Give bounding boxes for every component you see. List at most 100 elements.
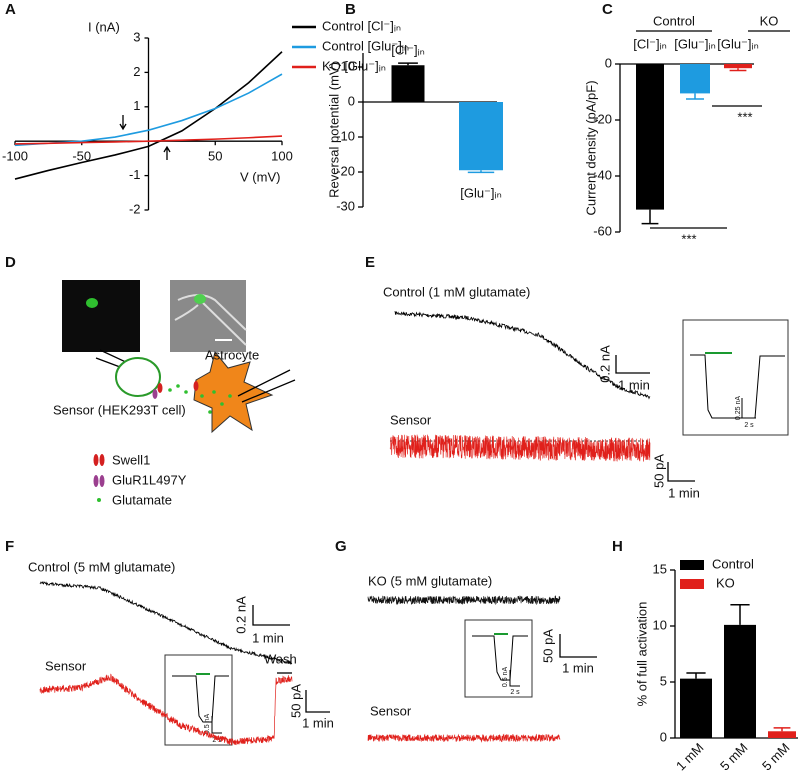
y-tick-label: -20 — [593, 111, 612, 126]
scale-label: 2 s — [510, 689, 520, 696]
x-tick-label: [Glu⁻]ᵢₙ — [460, 186, 502, 201]
x-tick-label: 5 mM — [717, 740, 751, 774]
label: Sensor — [45, 658, 87, 673]
scale-bar — [509, 670, 520, 687]
significance: *** — [681, 231, 696, 246]
y-tick-label: 15 — [653, 561, 667, 576]
swell1-icon — [193, 381, 199, 391]
trace-title: KO (5 mM glutamate) — [368, 573, 492, 588]
x-tick-label: [Cl⁻]ᵢₙ — [633, 36, 667, 51]
x-tick-label: 100 — [271, 149, 293, 164]
glur1-icon — [152, 389, 158, 399]
bar — [768, 731, 796, 738]
legend-swatch — [680, 560, 704, 570]
bar — [724, 64, 752, 69]
swell1-icon — [157, 383, 163, 393]
scale-bar — [741, 398, 756, 419]
legend-label: GluR1L497Y — [112, 472, 187, 487]
significance: *** — [737, 109, 752, 124]
glur1-icon — [99, 475, 105, 487]
recording-trace — [39, 673, 293, 746]
scale-label: 1 min — [302, 715, 334, 730]
label: Astrocyte — [205, 347, 259, 362]
panel-label: C — [602, 1, 613, 18]
bar — [680, 64, 710, 94]
pipette — [241, 379, 296, 403]
label: Sensor — [370, 703, 412, 718]
scale-label: 1 min — [618, 377, 650, 392]
panel-label: F — [5, 538, 14, 555]
swell1-icon — [93, 454, 99, 466]
scale-label: 1 min — [252, 630, 284, 645]
y-tick-label: 2 — [133, 64, 140, 79]
y-axis-label: I (nA) — [88, 19, 120, 34]
legend-label: Control [Glu⁻]ᵢₙ — [322, 38, 409, 53]
sensor-cell — [115, 357, 161, 397]
astrocyte — [193, 350, 274, 434]
cell-spot — [86, 298, 98, 308]
scale-bar — [615, 355, 650, 374]
panel-label: E — [365, 254, 375, 271]
y-tick-label: 0 — [348, 93, 355, 108]
y-tick-label: -60 — [593, 223, 612, 238]
scale-label: 50 pA — [288, 684, 303, 718]
scale-label: 0.2 nA — [597, 345, 612, 383]
glutamate-dots — [168, 384, 232, 414]
iv-curve — [14, 135, 283, 145]
bar — [391, 65, 425, 102]
y-tick-label: 0 — [660, 729, 667, 744]
x-tick-label: 50 — [208, 149, 222, 164]
y-axis-label: % of full activation — [634, 602, 649, 707]
x-tick-label: [Glu⁻]ᵢₙ — [717, 36, 759, 51]
x-tick-label: -50 — [72, 149, 91, 164]
inset — [682, 319, 789, 436]
trace-title: Control (5 mM glutamate) — [28, 559, 175, 574]
arrow — [163, 145, 171, 160]
legend-label: Glutamate — [112, 492, 172, 507]
recording-trace — [367, 594, 561, 606]
swell1-icon — [99, 454, 105, 466]
bar — [724, 624, 756, 738]
legend-label: Swell1 — [112, 452, 150, 467]
glutamate-icon — [97, 498, 101, 502]
y-tick-label: 10 — [653, 617, 667, 632]
group-label: Control — [653, 13, 695, 28]
scale-label: 0.2 nA — [233, 596, 248, 634]
cell-spot — [194, 294, 206, 304]
panel-label: H — [612, 538, 623, 555]
y-tick-label: 10 — [341, 58, 355, 73]
scale-label: 0.25 nA — [735, 396, 742, 420]
bar — [459, 102, 503, 171]
panel-label: A — [5, 1, 16, 18]
y-axis-label: Reversal potential (mV) — [326, 62, 341, 198]
legend-swatch — [680, 579, 704, 589]
scale-label: 0.5 nA — [502, 667, 509, 688]
scale-bar — [211, 716, 222, 734]
scale-label: 2 s — [744, 422, 754, 429]
legend-label: KO [Glu⁻]ᵢₙ — [322, 58, 386, 73]
scale-label: 1 min — [668, 485, 700, 500]
fluorescence-image — [62, 280, 140, 352]
x-tick-label: -100 — [2, 149, 28, 164]
arrow — [119, 115, 127, 131]
glur1-icon — [93, 475, 99, 487]
scale-label: 50 pA — [540, 629, 555, 663]
legend-label: KO — [716, 575, 735, 590]
scale-bar — [559, 634, 597, 658]
bar — [636, 64, 664, 210]
y-tick-label: 0 — [605, 55, 612, 70]
inset-trace — [690, 354, 785, 419]
y-axis-label: Current density (pA/pF) — [583, 80, 598, 215]
x-tick-label: 1 mM — [673, 740, 707, 774]
panel-label: D — [5, 254, 16, 271]
y-tick-label: 3 — [133, 29, 140, 44]
recording-trace — [39, 581, 293, 666]
y-tick-label: -1 — [129, 167, 141, 182]
legend-label: Control [Cl⁻]ᵢₙ — [322, 18, 401, 33]
scale-label: 2 s — [212, 737, 222, 744]
bar — [680, 678, 712, 738]
inset-trace — [172, 675, 229, 723]
legend-label: Control — [712, 556, 754, 571]
iv-curve — [14, 51, 283, 180]
